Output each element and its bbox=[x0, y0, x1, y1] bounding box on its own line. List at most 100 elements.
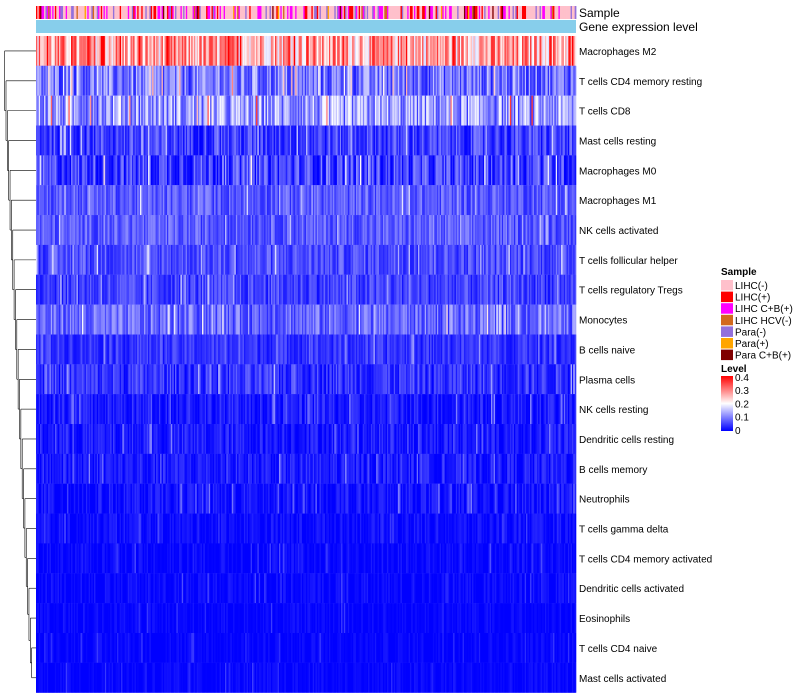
heatmap-cell bbox=[566, 155, 569, 186]
heatmap-cell bbox=[353, 304, 355, 335]
heatmap-cell bbox=[115, 215, 118, 245]
heatmap-cell bbox=[277, 36, 280, 66]
heatmap-cell bbox=[138, 304, 141, 335]
heatmap-cell bbox=[61, 304, 64, 335]
heatmap-cell bbox=[210, 334, 212, 365]
heatmap-cell bbox=[422, 185, 424, 216]
heatmap-cell bbox=[423, 185, 426, 216]
heatmap-cell bbox=[319, 274, 322, 305]
heatmap-cell bbox=[269, 185, 272, 216]
heatmap-cell bbox=[231, 244, 234, 275]
heatmap-cell bbox=[368, 244, 370, 275]
heatmap-cell bbox=[353, 274, 355, 305]
heatmap-cell bbox=[164, 215, 166, 245]
heatmap-cell bbox=[345, 244, 347, 275]
heatmap-cell bbox=[389, 36, 392, 66]
heatmap-cell bbox=[306, 36, 308, 66]
heatmap-cell bbox=[482, 334, 485, 365]
heatmap-cell bbox=[400, 244, 403, 275]
heatmap-cell bbox=[153, 274, 156, 305]
heatmap-cell bbox=[303, 304, 305, 335]
sample-annotation-cell bbox=[258, 6, 261, 19]
heatmap-cell bbox=[431, 95, 434, 126]
heatmap-cell bbox=[532, 185, 535, 216]
heatmap-cell bbox=[242, 364, 245, 395]
heatmap-cell bbox=[148, 155, 150, 186]
heatmap-cell bbox=[107, 334, 110, 365]
heatmap-cell bbox=[180, 364, 183, 395]
heatmap-cell bbox=[488, 65, 490, 96]
sample-annotation-cell bbox=[165, 6, 168, 19]
heatmap-cell bbox=[104, 304, 107, 335]
heatmap-cell bbox=[369, 304, 372, 335]
heatmap-cell bbox=[218, 185, 220, 216]
sample-annotation-cell bbox=[468, 6, 470, 19]
heatmap-cell bbox=[138, 95, 141, 126]
heatmap-cell bbox=[400, 155, 403, 186]
heatmap-cell bbox=[234, 304, 237, 335]
heatmap-cell bbox=[288, 334, 291, 365]
sample-annotation-cell bbox=[303, 6, 306, 19]
heatmap-cell bbox=[172, 274, 174, 305]
heatmap-cell bbox=[90, 304, 92, 335]
heatmap-cell bbox=[311, 125, 314, 156]
heatmap-cell bbox=[192, 65, 195, 96]
heatmap-cell bbox=[274, 125, 277, 156]
heatmap-cell bbox=[347, 95, 350, 126]
sample-annotation-cell bbox=[569, 6, 571, 19]
sample-annotation-cell bbox=[407, 6, 409, 19]
heatmap-cell bbox=[253, 185, 255, 216]
sample-annotation-cell bbox=[310, 6, 312, 19]
heatmap-cell bbox=[341, 65, 343, 96]
heatmap-cell bbox=[38, 364, 41, 395]
heatmap-cell bbox=[233, 155, 235, 186]
heatmap-cell bbox=[156, 334, 158, 365]
heatmap-cell bbox=[297, 65, 300, 96]
heatmap-cell bbox=[333, 36, 335, 66]
heatmap-cell bbox=[361, 155, 363, 186]
heatmap-cell bbox=[184, 215, 187, 245]
heatmap-cell bbox=[503, 155, 505, 186]
heatmap-cell bbox=[104, 95, 107, 126]
heatmap-cell bbox=[472, 215, 474, 245]
heatmap-cell bbox=[112, 65, 115, 96]
heatmap-cell bbox=[246, 65, 249, 96]
heatmap-cell bbox=[234, 364, 237, 395]
heatmap-cell bbox=[495, 155, 497, 186]
heatmap-cell bbox=[48, 155, 50, 186]
sample-annotation-cell bbox=[503, 6, 505, 19]
heatmap-cell bbox=[257, 334, 260, 365]
heatmap-cell bbox=[527, 334, 530, 365]
heatmap-cell bbox=[563, 304, 566, 335]
heatmap-cell bbox=[481, 334, 484, 365]
sample-annotation-cell bbox=[513, 6, 516, 19]
heatmap-cell bbox=[175, 215, 177, 245]
heatmap-cell bbox=[519, 36, 521, 66]
heatmap-cell bbox=[335, 274, 338, 305]
sample-annotation-cell bbox=[372, 6, 374, 19]
heatmap-cell bbox=[139, 304, 142, 335]
heatmap-cell bbox=[69, 95, 72, 126]
sample-annotation-cell bbox=[357, 6, 360, 19]
heatmap-cell bbox=[250, 95, 253, 126]
heatmap-cell bbox=[354, 65, 357, 96]
heatmap-cell bbox=[409, 155, 412, 186]
heatmap-cell bbox=[252, 364, 254, 395]
heatmap-cell bbox=[443, 185, 446, 216]
heatmap-cell bbox=[322, 36, 324, 66]
heatmap-cell bbox=[162, 215, 165, 245]
heatmap-cell bbox=[260, 36, 262, 66]
heatmap-cell bbox=[515, 155, 517, 186]
heatmap-cell bbox=[241, 364, 243, 395]
heatmap-cell bbox=[380, 65, 382, 96]
sample-annotation-cell bbox=[457, 6, 459, 19]
heatmap-cell bbox=[392, 65, 395, 96]
heatmap-cell bbox=[126, 65, 129, 96]
heatmap-cell bbox=[449, 185, 451, 216]
heatmap-cell bbox=[94, 334, 96, 365]
heatmap-cell bbox=[92, 65, 95, 96]
heatmap-cell bbox=[119, 274, 122, 305]
heatmap-cell bbox=[527, 36, 530, 66]
heatmap-cell bbox=[387, 125, 389, 156]
heatmap-cell bbox=[164, 304, 166, 335]
